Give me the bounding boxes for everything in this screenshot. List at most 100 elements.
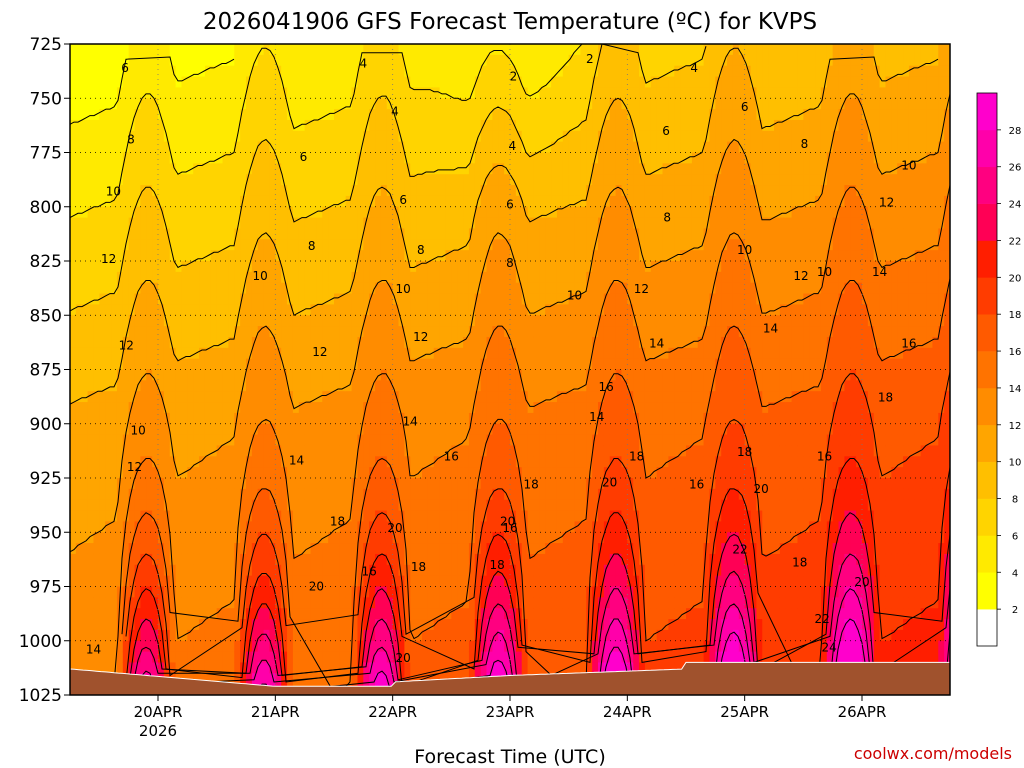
field-cell xyxy=(234,304,241,316)
field-cell xyxy=(222,434,229,447)
field-cell xyxy=(492,326,499,338)
field-cell xyxy=(210,467,218,479)
field-cell xyxy=(527,640,535,653)
field-cell xyxy=(345,109,353,121)
field-cell xyxy=(287,271,294,284)
field-cell xyxy=(199,54,206,67)
field-cell xyxy=(451,564,458,577)
field-cell xyxy=(204,402,212,414)
field-cell xyxy=(93,174,100,186)
field-cell xyxy=(240,326,247,338)
field-cell xyxy=(210,629,218,642)
field-cell xyxy=(439,391,447,403)
field-cell xyxy=(158,109,165,121)
field-cell xyxy=(392,130,400,143)
field-cell xyxy=(316,250,323,262)
field-cell xyxy=(521,228,529,240)
field-cell xyxy=(93,44,100,56)
field-cell xyxy=(228,336,235,349)
field-cell xyxy=(334,380,341,392)
field-cell xyxy=(181,174,188,186)
field-cell xyxy=(486,412,493,425)
field-cell xyxy=(510,304,517,316)
field-cell xyxy=(175,304,183,316)
field-cell xyxy=(515,380,523,392)
field-cell xyxy=(263,478,271,490)
field-cell xyxy=(222,640,229,653)
field-cell xyxy=(392,423,400,436)
field-cell xyxy=(545,532,552,544)
field-cell xyxy=(287,130,294,143)
field-cell xyxy=(463,369,470,381)
field-cell xyxy=(316,76,323,88)
field-cell xyxy=(322,521,329,533)
field-cell xyxy=(146,391,153,403)
field-cell xyxy=(163,44,171,56)
field-cell xyxy=(480,423,488,436)
field-cell xyxy=(70,152,77,164)
field-cell xyxy=(287,358,294,371)
field-cell xyxy=(210,141,218,154)
field-cell xyxy=(298,282,306,295)
field-cell xyxy=(510,98,517,110)
field-cell xyxy=(527,619,535,631)
field-cell xyxy=(70,304,77,316)
field-cell xyxy=(187,553,194,566)
field-cell xyxy=(275,87,282,99)
field-cell xyxy=(510,119,517,132)
field-cell xyxy=(386,54,394,67)
field-cell xyxy=(228,521,235,533)
field-cell xyxy=(498,510,505,522)
field-cell xyxy=(427,261,435,273)
field-cell xyxy=(187,412,194,425)
field-cell xyxy=(175,532,183,544)
field-cell xyxy=(386,445,394,457)
field-cell xyxy=(504,141,511,154)
field-cell xyxy=(357,261,364,273)
field-cell xyxy=(269,239,276,251)
field-cell xyxy=(152,412,159,425)
field-cell xyxy=(128,261,136,273)
field-cell xyxy=(310,304,317,316)
field-cell xyxy=(298,293,306,305)
field-cell xyxy=(492,358,499,371)
field-cell xyxy=(375,326,382,338)
field-cell xyxy=(339,423,347,436)
field-cell xyxy=(474,228,482,240)
field-cell xyxy=(504,250,511,262)
field-cell xyxy=(251,206,259,219)
field-cell xyxy=(345,499,353,512)
field-cell xyxy=(422,76,429,88)
field-cell xyxy=(199,640,206,653)
field-cell xyxy=(498,336,505,349)
field-cell xyxy=(228,412,235,425)
field-cell xyxy=(105,163,112,175)
field-cell xyxy=(87,250,95,262)
field-cell xyxy=(468,619,476,631)
field-cell xyxy=(310,488,317,501)
field-cell xyxy=(99,608,106,620)
field-cell xyxy=(204,293,212,305)
field-cell xyxy=(175,206,183,219)
field-cell xyxy=(527,228,535,240)
field-cell xyxy=(122,98,130,110)
field-cell xyxy=(146,608,153,620)
field-cell xyxy=(234,456,241,468)
field-cell xyxy=(251,152,259,164)
field-cell xyxy=(122,564,130,577)
field-cell xyxy=(533,543,540,555)
field-cell xyxy=(404,640,411,653)
field-cell xyxy=(527,423,535,436)
field-cell xyxy=(146,467,153,479)
field-cell xyxy=(81,130,89,143)
field-cell xyxy=(392,76,400,88)
field-cell xyxy=(322,54,329,67)
field-cell xyxy=(334,195,341,208)
field-cell xyxy=(510,423,517,436)
field-cell xyxy=(228,499,235,512)
field-cell xyxy=(498,326,505,338)
field-cell xyxy=(304,499,312,512)
field-cell xyxy=(158,239,165,251)
field-cell xyxy=(468,141,476,154)
field-cell xyxy=(427,640,435,653)
